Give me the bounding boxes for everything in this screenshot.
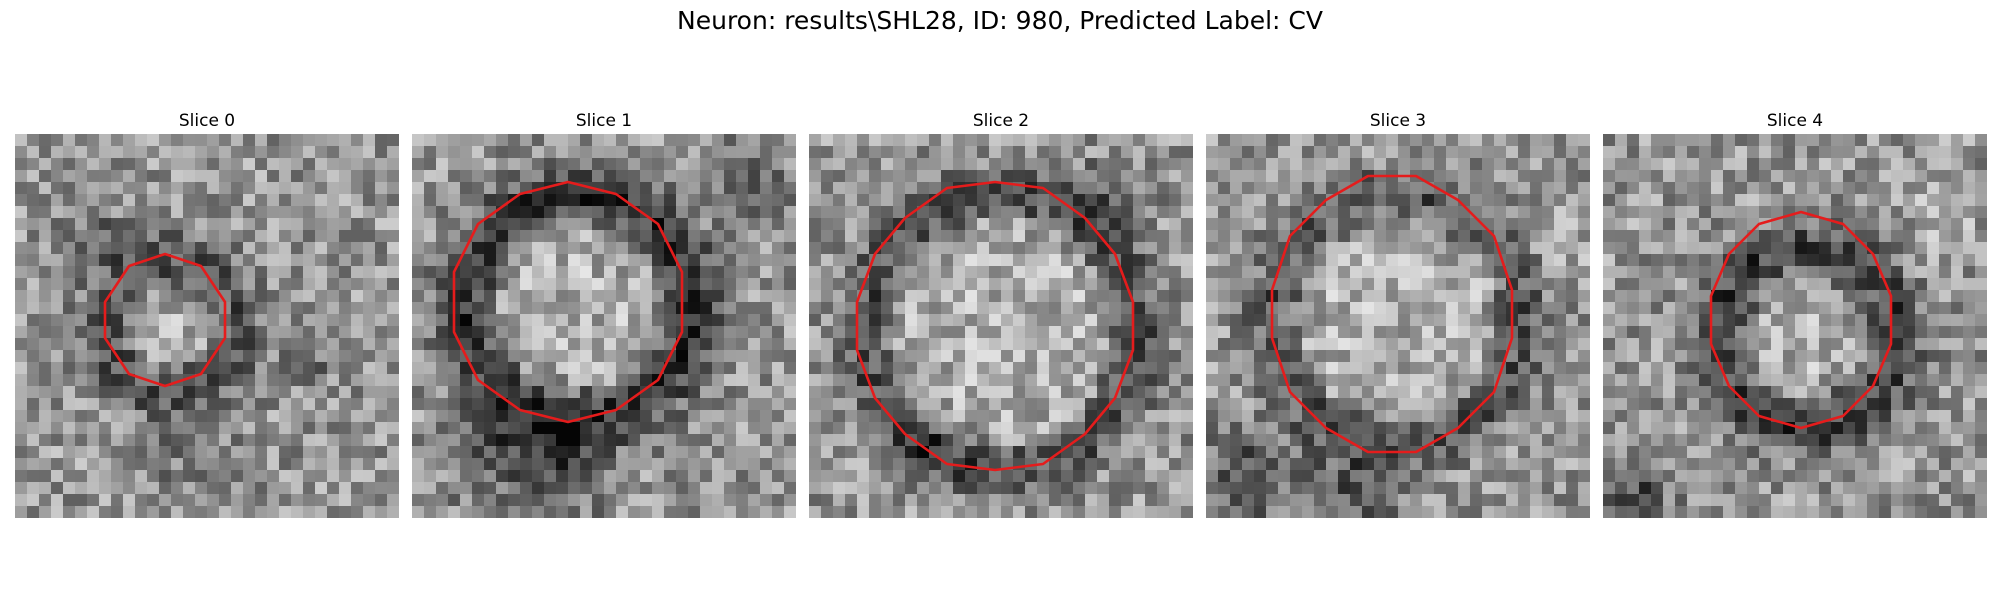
segmentation-contour [103, 252, 227, 388]
pixel-grid [412, 134, 796, 518]
segmentation-contour [452, 180, 684, 424]
pixel-grid [1603, 134, 1987, 518]
pixel-grid [809, 134, 1193, 518]
slice-image [1206, 134, 1590, 518]
slice-title: Slice 3 [1369, 111, 1427, 131]
slice-title: Slice 0 [178, 111, 236, 131]
slice-title: Slice 1 [575, 111, 633, 131]
slice-image [1603, 134, 1987, 518]
slice-title: Slice 4 [1766, 111, 1824, 131]
segmentation-contour [1709, 210, 1893, 430]
slice-image [15, 134, 399, 518]
figure-title: Neuron: results\SHL28, ID: 980, Predicte… [677, 6, 1323, 35]
pixel-grid [1206, 134, 1590, 518]
slice-panel-2: Slice 2 [809, 108, 1193, 518]
slice-image [412, 134, 796, 518]
slice-image [809, 134, 1193, 518]
pixel-grid [15, 134, 399, 518]
slice-title: Slice 2 [972, 111, 1030, 131]
segmentation-contour [1270, 174, 1514, 454]
segmentation-contour [855, 180, 1135, 472]
slice-panel-0: Slice 0 [15, 108, 399, 518]
slice-panel-3: Slice 3 [1206, 108, 1590, 518]
slice-panel-4: Slice 4 [1603, 108, 1987, 518]
slice-panel-1: Slice 1 [412, 108, 796, 518]
